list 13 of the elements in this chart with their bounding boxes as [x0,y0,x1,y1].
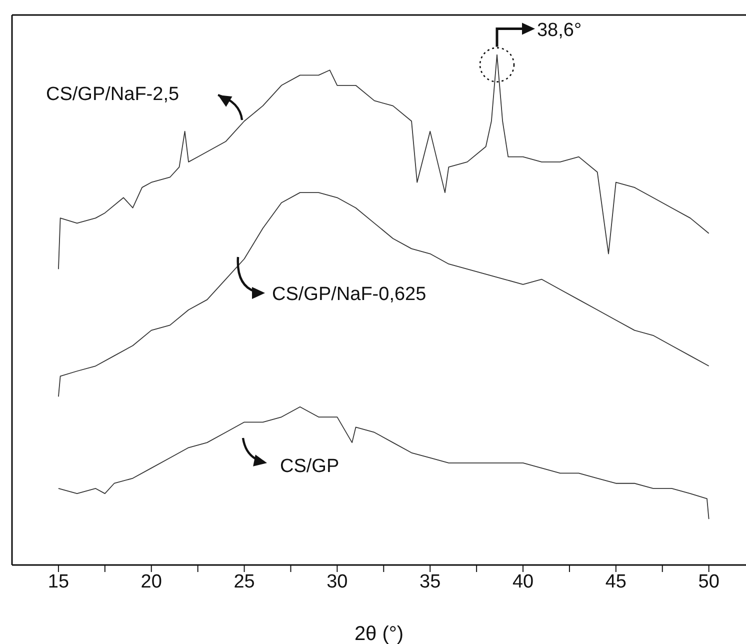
series-label: CS/GP/NaF-0,625 [272,284,426,305]
series-label: CS/GP [280,456,340,477]
x-tick-label: 20 [140,571,162,592]
x-tick-label: 30 [326,571,348,592]
x-tick-label: 40 [512,571,534,592]
x-tick-label: 50 [698,571,720,592]
x-tick-label: 45 [605,571,626,592]
x-tick-label: 35 [420,571,441,592]
series-label: CS/GP/NaF-2,5 [46,84,180,105]
x-tick-label: 25 [234,571,255,592]
x-axis-title: 2θ (°) [354,623,404,644]
annotation: 38,6° [536,20,582,41]
x-tick-label: 15 [48,571,70,592]
